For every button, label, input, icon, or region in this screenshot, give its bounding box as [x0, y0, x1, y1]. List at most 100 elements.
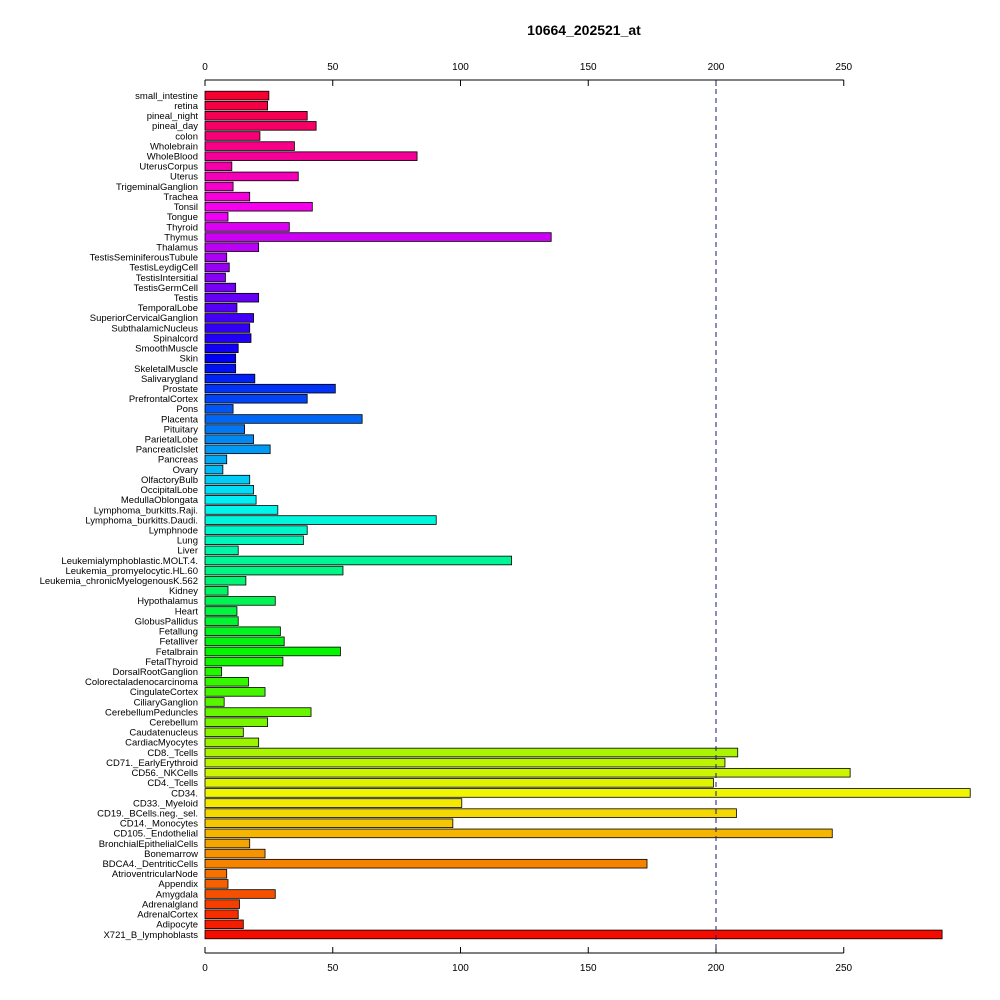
- bar-Pons: [204, 404, 234, 414]
- category-label: CD4._Tcells: [147, 778, 198, 789]
- bar-Skin: [204, 353, 237, 364]
- category-label: UterusCorpus: [139, 162, 198, 173]
- bar-CingulateCortex: [204, 687, 266, 697]
- bar-CD4._Tcells: [204, 778, 714, 788]
- category-label: GlobusPallidus: [135, 616, 199, 627]
- category-label: Lymphoma_burkitts.Raji.: [94, 505, 198, 516]
- tick-label: 0: [202, 963, 208, 974]
- category-label: Testis: [174, 293, 199, 304]
- bottom-x-axis: 0 50 100 150 200 250: [202, 947, 853, 974]
- category-label: Thyroid: [166, 222, 198, 233]
- category-label: Pituitary: [164, 424, 199, 435]
- bar-Tonsil: [204, 201, 313, 212]
- category-label: Adrenalgland: [142, 899, 198, 910]
- category-label: CD8._Tcells: [147, 748, 198, 759]
- bar-Leukemia_chronicMyelogenousK.562: [204, 575, 247, 586]
- category-label: PrefrontalCortex: [129, 394, 198, 405]
- tick-label: 200: [708, 963, 725, 974]
- category-label: pineal_day: [152, 121, 198, 132]
- category-label: SkeletalMuscle: [134, 364, 198, 375]
- bar-colon: [204, 131, 261, 141]
- bar-Leukemia_promyelocytic.HL.60: [204, 565, 344, 576]
- category-label: CiliaryGanglion: [134, 697, 198, 708]
- category-label: CD14._Monocytes: [120, 819, 198, 830]
- bar-Thymus: [204, 232, 552, 242]
- bar-Hypothalamus: [204, 596, 276, 606]
- bar-Fetallung: [204, 626, 281, 636]
- category-label: CD33._Myeloid: [133, 798, 198, 809]
- bar-pineal_day: [204, 121, 317, 131]
- category-label: Cerebellum: [149, 718, 198, 729]
- bar-Salivarygland: [204, 373, 256, 384]
- bar-TestisLeydigCell: [204, 262, 230, 273]
- category-label: Appendix: [158, 879, 198, 890]
- tick-label: 150: [580, 963, 597, 974]
- top-x-axis: 0 50 100 150 200 250: [202, 62, 853, 86]
- category-label: retina: [174, 101, 198, 112]
- category-label: TestisLeydigCell: [129, 263, 198, 274]
- bar-CD34.: [204, 788, 971, 798]
- bar-X721_B_lymphoblasts: [204, 929, 943, 940]
- bar-pineal_night: [204, 111, 308, 121]
- category-label: CD56._NKCells: [131, 768, 198, 779]
- bar-Pancreas: [204, 454, 228, 465]
- category-label: Kidney: [169, 586, 198, 597]
- category-label: Tongue: [167, 212, 198, 223]
- bar-Wholebrain: [204, 141, 295, 151]
- bar-CD71._EarlyErythroid: [204, 757, 726, 768]
- category-label: Hypothalamus: [137, 596, 198, 607]
- bar-Leukemialymphoblastic.MOLT.4.: [204, 555, 513, 566]
- category-label: SubthalamicNucleus: [111, 323, 198, 334]
- category-label: CD105._Endothelial: [113, 829, 198, 840]
- category-label: CD34.: [171, 788, 198, 799]
- category-label: Lung: [177, 536, 198, 547]
- bar-TemporalLobe: [204, 303, 238, 313]
- category-label: Pancreas: [158, 455, 198, 466]
- category-label: TestisSeminiferousTubule: [90, 253, 198, 264]
- bar-Lymphnode: [204, 525, 308, 535]
- category-label: Tonsil: [174, 202, 198, 213]
- category-label: BDCA4._DentriticCells: [102, 859, 198, 870]
- category-label: BronchialEpithelialCells: [99, 839, 199, 850]
- category-label: Pons: [176, 404, 198, 415]
- bar-AtrioventricularNode: [204, 869, 228, 879]
- bar-Ovary: [204, 464, 224, 475]
- bar-CiliaryGanglion: [204, 697, 225, 707]
- bar-ParietalLobe: [204, 434, 254, 444]
- bar-Fetalliver: [204, 636, 285, 647]
- bar-WholeBlood: [204, 151, 418, 161]
- bar-BronchialEpithelialCells: [204, 838, 251, 849]
- bar-CD56._NKCells: [204, 767, 851, 778]
- bar-MedullaOblongata: [204, 495, 257, 505]
- bar-TestisIntersitial: [204, 272, 226, 283]
- bar-PrefrontalCortex: [204, 394, 308, 404]
- bar-Lung: [204, 535, 304, 546]
- category-label: Leukemia_chronicMyelogenousK.562: [40, 576, 198, 587]
- category-label: TemporalLobe: [138, 303, 198, 314]
- bar-BDCA4._DentriticCells: [204, 858, 648, 869]
- tick-label: 250: [835, 62, 852, 73]
- category-label: colon: [175, 131, 198, 142]
- bar-OccipitalLobe: [204, 484, 254, 495]
- category-label: Prostate: [163, 384, 198, 395]
- bar-Liver: [204, 545, 239, 556]
- category-label: Liver: [177, 546, 198, 557]
- bar-SuperiorCervicalGanglion: [204, 313, 254, 323]
- category-label: PancreaticIslet: [136, 445, 199, 456]
- category-label: SuperiorCervicalGanglion: [90, 313, 198, 324]
- bar-PancreaticIslet: [204, 444, 271, 455]
- bar-GlobusPallidus: [204, 616, 239, 626]
- category-label: ParietalLobe: [145, 435, 198, 446]
- bar-Thalamus: [204, 242, 260, 252]
- bar-Lymphoma_burkitts.Daudi.: [204, 515, 437, 525]
- category-label: Fetallung: [159, 627, 198, 638]
- category-label: FetalThyroid: [145, 657, 198, 668]
- category-label: Heart: [175, 606, 199, 617]
- bar-CD8._Tcells: [204, 747, 739, 758]
- category-label: X721_B_lymphoblasts: [103, 930, 198, 941]
- category-label: DorsalRootGanglion: [112, 667, 198, 678]
- bar-Testis: [204, 292, 260, 303]
- category-label: Leukemia_promyelocytic.HL.60: [65, 566, 198, 577]
- category-label: CD19._BCells.neg._sel.: [97, 808, 198, 819]
- bar-Kidney: [204, 586, 229, 596]
